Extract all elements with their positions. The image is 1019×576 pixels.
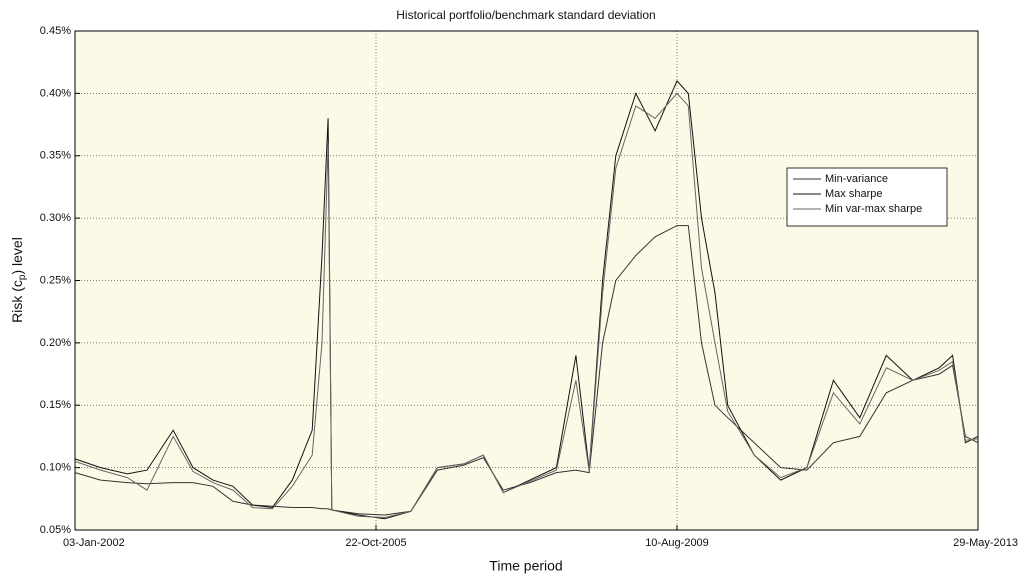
x-tick-label: 22-Oct-2005 (345, 537, 406, 549)
y-tick-label: 0.40% (40, 87, 71, 99)
legend-label: Min-variance (825, 173, 888, 185)
chart-title: Historical portfolio/benchmark standard … (396, 8, 655, 22)
series-line (74, 225, 979, 516)
x-tick-label: 29-May-2013 (953, 537, 1018, 549)
x-tick-label: 10-Aug-2009 (645, 537, 709, 549)
y-tick-label: 0.15% (40, 399, 71, 411)
y-tick-label: 0.35% (40, 150, 71, 162)
legend-box (786, 167, 948, 227)
legend: Min-variance Max sharpe Min var-max sharpe (786, 167, 948, 227)
legend-label: Min var-max sharpe (825, 203, 922, 215)
y-tick-label: 0.05% (40, 524, 71, 536)
y-axis-label: Risk (cp) level (9, 237, 28, 323)
y-label-after: ) level (9, 237, 25, 274)
y-tick-label: 0.20% (40, 337, 71, 349)
y-tick-label: 0.45% (40, 25, 71, 37)
y-tick-label: 0.10% (40, 462, 71, 474)
y-label-sub: p (17, 274, 28, 280)
series-line (74, 79, 979, 520)
y-tick-label: 0.30% (40, 212, 71, 224)
x-tick-label: 03-Jan-2002 (63, 537, 125, 549)
y-tick-label: 0.25% (40, 274, 71, 286)
series-line (74, 92, 979, 519)
legend-label: Max sharpe (825, 188, 882, 200)
x-axis-label: Time period (489, 558, 562, 574)
y-label-text: Risk (c (9, 280, 25, 323)
plot-frame (74, 30, 979, 531)
